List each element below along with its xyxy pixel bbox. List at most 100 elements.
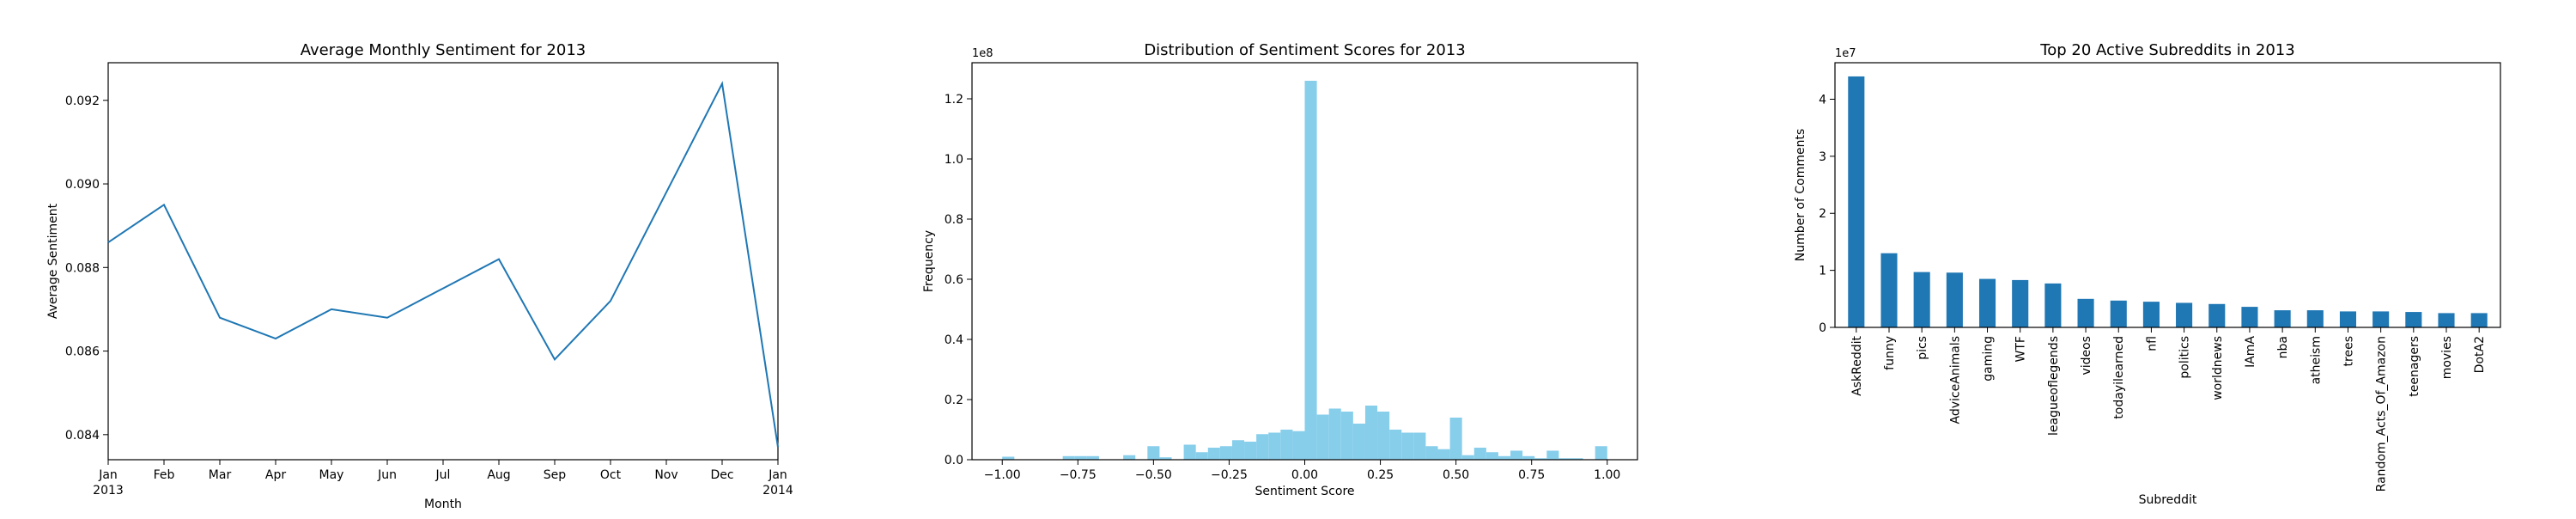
histogram-bar: [1195, 452, 1208, 460]
y-tick-label: 0.092: [65, 95, 100, 108]
histogram-bar: [1231, 440, 1245, 460]
histogram-bar: [1377, 412, 1390, 460]
chart-title: Top 20 Active Subreddits in 2013: [2039, 41, 2294, 59]
line-chart-panel: Average Monthly Sentiment for 2013 Month…: [0, 0, 859, 516]
x-tick-label: todayilearned: [2112, 336, 2126, 419]
x-tick-label: leagueoflegends: [2047, 336, 2061, 436]
x-tick-label: Jan: [768, 468, 787, 482]
bar-pics: [1913, 272, 1930, 327]
y-tick-label: 1.0: [945, 153, 963, 167]
x-tick-label: DotA2: [2473, 336, 2487, 373]
x-tick-label: movies: [2440, 336, 2454, 379]
x-tick-label: −0.50: [1135, 468, 1172, 482]
histogram-bar: [1510, 450, 1523, 460]
bar-iama: [2241, 307, 2258, 327]
histogram-bar: [1147, 446, 1160, 460]
bar-chart-panel: Top 20 Active Subreddits in 2013 Subredd…: [1717, 0, 2576, 516]
x-tick-label: Random_Acts_Of_Amazon: [2375, 336, 2389, 492]
y-tick-label: 2: [1819, 207, 1826, 221]
x-axis-label: Month: [424, 498, 462, 511]
y-tick-label: 0.8: [945, 213, 963, 227]
x-tick-label: teenagers: [2408, 336, 2421, 397]
x-tick-label: 0.25: [1367, 468, 1394, 482]
x-axis-label: Subreddit: [2139, 493, 2197, 507]
histogram-bar: [1207, 448, 1220, 460]
histogram-bar: [1595, 446, 1607, 460]
bar-atheism: [2306, 310, 2324, 327]
x-tick-label: −1.00: [984, 468, 1021, 482]
histogram-bar: [1244, 442, 1257, 460]
histogram-bar: [1159, 457, 1172, 460]
y-scale-label: 1e8: [972, 47, 993, 60]
x-tick-label: politics: [2178, 336, 2192, 379]
x-tick-label: 1.00: [1594, 468, 1620, 482]
bar-random-acts-of-amazon: [2372, 311, 2390, 327]
x-tick-label: Nov: [654, 468, 677, 482]
bar-leagueoflegends: [2044, 283, 2062, 327]
x-tick-label: Dec: [710, 468, 733, 482]
bar-trees: [2339, 311, 2357, 327]
histogram-bar: [1571, 458, 1583, 460]
x-tick-label: AskReddit: [1850, 335, 1864, 395]
histogram-bar: [1546, 450, 1559, 460]
bar-todayilearned: [2110, 300, 2127, 327]
x-tick-label: −0.25: [1211, 468, 1248, 482]
x-tick-label: 0.00: [1291, 468, 1318, 482]
plot-frame: [107, 62, 779, 461]
histogram-bar: [1074, 455, 1087, 460]
y-tick-label: 1.2: [945, 93, 963, 107]
histogram-bar: [1328, 408, 1341, 460]
y-tick-label: 0.086: [65, 345, 100, 359]
series-line: [107, 81, 779, 448]
histogram-bar: [1389, 430, 1402, 460]
bar-nba: [2274, 310, 2291, 327]
bar-funny: [1880, 253, 1898, 327]
y-tick-label: 3: [1819, 150, 1826, 164]
histogram-bar: [1219, 446, 1232, 460]
subreddit-bar-chart: Top 20 Active Subreddits in 2013 Subredd…: [1794, 41, 2501, 507]
x-tick-label: Jan: [98, 468, 118, 482]
x-tick-sublabel: 2014: [762, 484, 793, 498]
x-tick-label: Jun: [377, 468, 397, 482]
y-tick-label: 0.084: [65, 429, 100, 443]
histogram-bar: [1437, 449, 1450, 460]
bar-teenagers: [2405, 312, 2422, 327]
histogram-bar: [1558, 458, 1571, 460]
x-tick-label: Feb: [154, 468, 175, 482]
histogram-bar: [1304, 81, 1317, 460]
y-tick-label: 0.6: [945, 273, 963, 287]
histogram-bar: [1498, 455, 1511, 460]
histogram-bar: [1485, 452, 1498, 460]
chart-title: Average Monthly Sentiment for 2013: [301, 41, 586, 59]
histogram-bar: [1340, 412, 1353, 460]
bar-wtf: [2012, 279, 2029, 327]
x-tick-label: 0.75: [1518, 468, 1545, 482]
histogram-bar: [1473, 448, 1486, 460]
bar-askreddit: [1848, 76, 1865, 328]
x-tick-label: trees: [2342, 336, 2355, 366]
histogram-bar: [1268, 432, 1281, 460]
x-tick-label: nfl: [2145, 336, 2159, 351]
histogram-bar: [1062, 455, 1075, 460]
x-tick-label: videos: [2080, 336, 2093, 376]
bar-videos: [2077, 298, 2094, 327]
bar-worldnews: [2208, 303, 2226, 327]
histogram-bar: [1316, 414, 1329, 460]
histogram-bar: [1522, 455, 1535, 460]
x-tick-label: Oct: [600, 468, 622, 482]
histogram-bar: [1401, 432, 1414, 460]
x-tick-label: AdviceAnimals: [1948, 336, 1962, 424]
x-tick-label: Jul: [435, 468, 451, 482]
y-axis-label: Average Sentiment: [46, 203, 60, 319]
y-tick-label: 0.2: [945, 394, 963, 407]
plot-frame: [1834, 62, 2501, 328]
x-tick-label: worldnews: [2211, 336, 2225, 400]
x-tick-label: Mar: [209, 468, 232, 482]
histogram-bar: [1123, 455, 1136, 460]
bar-gaming: [1978, 278, 1996, 327]
histogram-bar: [1280, 430, 1293, 460]
y-scale-label: 1e7: [1835, 47, 1856, 60]
bar-movies: [2438, 313, 2455, 327]
histogram-bar: [1002, 456, 1015, 460]
histogram-bar: [1461, 455, 1474, 460]
